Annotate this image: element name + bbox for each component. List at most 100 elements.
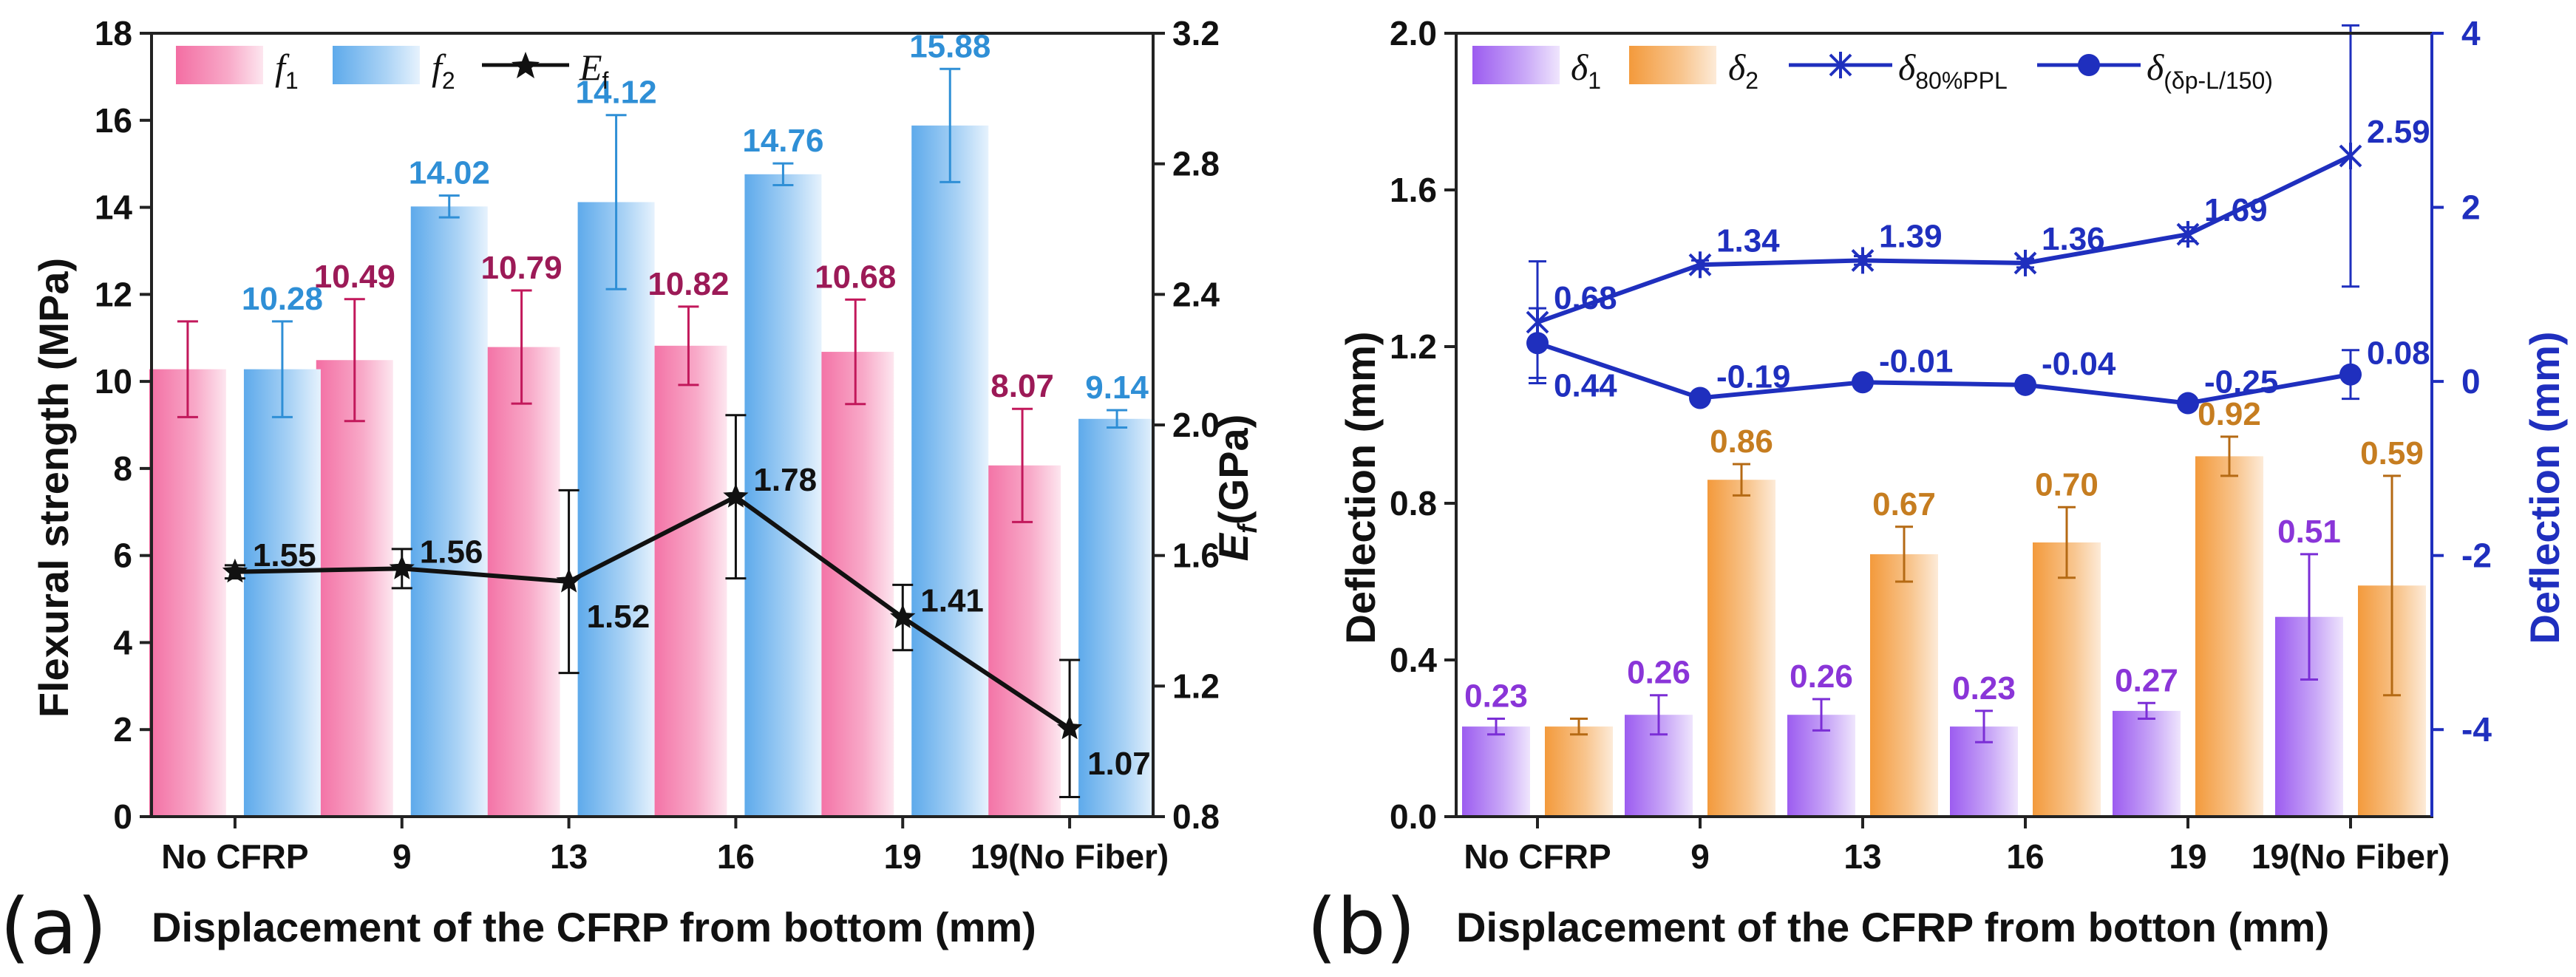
y-tick-label: 10 bbox=[95, 362, 132, 401]
asterisk-marker-2 bbox=[1851, 247, 1875, 274]
legend-f1-label: f1 bbox=[275, 47, 299, 94]
value-label-80ppl-2: 1.39 bbox=[1879, 218, 1943, 254]
ef-star-marker-0 bbox=[222, 558, 248, 583]
legend-f1-swatch bbox=[176, 46, 263, 84]
y-tick-label: 1.2 bbox=[1390, 327, 1437, 366]
value-label-f1-3: 10.82 bbox=[648, 266, 729, 302]
y-tick-label: 18 bbox=[95, 14, 132, 52]
value-label-delta2-3: 0.70 bbox=[2035, 466, 2098, 503]
y-tick-label: 0.0 bbox=[1390, 797, 1437, 836]
panel-a-bars bbox=[149, 67, 1156, 817]
x-tick-label: 13 bbox=[550, 837, 588, 876]
ef-star-marker-4 bbox=[890, 604, 916, 629]
x-tick-label: 9 bbox=[1690, 837, 1710, 876]
y2-tick-label: 0 bbox=[2461, 362, 2481, 401]
y2-tick-label: 3.2 bbox=[1172, 14, 1220, 52]
panel-b-x-title: Displacement of the CFRP from botton (mm… bbox=[1456, 904, 2329, 950]
value-label-f2-4: 15.88 bbox=[909, 28, 990, 64]
legend-ef-star-icon bbox=[512, 52, 540, 78]
value-label-80ppl-3: 1.36 bbox=[2042, 221, 2105, 257]
panel-a-y-title: Flexural strength (MPa) bbox=[30, 258, 77, 718]
value-label-delta2-2: 0.67 bbox=[1872, 486, 1936, 522]
ef-value-label-2: 1.52 bbox=[587, 599, 650, 635]
bar-f1-0 bbox=[149, 369, 226, 817]
bar-delta1-2 bbox=[1787, 715, 1855, 817]
bar-delta2-1 bbox=[1707, 480, 1775, 817]
panel-b-legend: δ1 δ2 δ80%PPL δ(δp-L/150) bbox=[1472, 46, 2273, 94]
legend-d1-swatch bbox=[1472, 46, 1560, 84]
x-tick-label: 19 bbox=[884, 837, 922, 876]
panel-b-axes: 0.0 0.4 0.8 1.2 1.6 2.0 -4 -2 0 2 4 No CFRP 9 13 16 19 1… bbox=[1390, 14, 2492, 876]
bar-delta2-4 bbox=[2195, 456, 2263, 817]
x-tick-label: No CFRP bbox=[161, 837, 308, 876]
panel-a-axes: 0 2 4 6 8 10 12 14 16 18 0.8 1.2 1.6 2.0 2.4 2.8 3.2 No C… bbox=[95, 14, 1220, 876]
y-tick-label: 2 bbox=[113, 710, 132, 749]
legend-d2-swatch bbox=[1629, 46, 1716, 84]
line-delta-80ppl bbox=[1537, 154, 2352, 324]
panel-a-legend: f1 f2 Ef bbox=[176, 46, 609, 94]
legend-d80-asterisk-icon bbox=[1829, 52, 1852, 78]
y-tick-label: 14 bbox=[95, 188, 133, 227]
value-label-f1-1: 10.49 bbox=[314, 259, 395, 295]
ef-value-label-5: 1.07 bbox=[1087, 746, 1151, 782]
y2-tick-label: 2 bbox=[2461, 188, 2481, 227]
value-label-delta1-0: 0.23 bbox=[1464, 678, 1528, 715]
line-delta-dp bbox=[1537, 341, 2351, 406]
y-tick-label: 2.0 bbox=[1390, 14, 1437, 52]
bar-delta1-4 bbox=[2113, 710, 2181, 817]
y-tick-label: 4 bbox=[113, 623, 132, 661]
circle-marker-0 bbox=[1526, 332, 1549, 355]
bar-delta2-0 bbox=[1545, 726, 1613, 817]
y-tick-label: 16 bbox=[95, 101, 132, 140]
circle-marker-3 bbox=[2014, 373, 2036, 396]
x-tick-label: 16 bbox=[2006, 837, 2044, 876]
value-label-f2-1: 14.02 bbox=[409, 155, 490, 191]
legend-dp-label: δ(δp-L/150) bbox=[2147, 47, 2273, 94]
y2-tick-label: 1.2 bbox=[1172, 667, 1220, 705]
panel-b-y-title: Deflection (mm) bbox=[1337, 331, 1384, 644]
legend-d1-label: δ1 bbox=[1571, 47, 1601, 94]
y2-tick-label: 2.4 bbox=[1172, 275, 1220, 313]
panel-a-value-labels: 10.49 10.79 10.82 10.68 8.07 10.28 14.02 14.12 1… bbox=[242, 28, 1151, 781]
x-tick-label: 19(No Fiber) bbox=[2252, 837, 2450, 876]
value-label-f2-2: 14.12 bbox=[576, 75, 657, 111]
value-label-f2-0: 10.28 bbox=[242, 281, 323, 317]
panel-a-ef-line bbox=[222, 414, 1083, 798]
ef-star-marker-3 bbox=[723, 483, 749, 508]
bar-f2-3 bbox=[744, 174, 822, 817]
ef-value-label-1: 1.56 bbox=[420, 534, 483, 570]
x-tick-label: 13 bbox=[1843, 837, 1881, 876]
value-label-delta2-4: 0.92 bbox=[2198, 396, 2261, 432]
value-label-dp-5: 0.08 bbox=[2367, 336, 2430, 372]
value-label-dp-2: -0.01 bbox=[1879, 343, 1953, 379]
ef-star-marker-5 bbox=[1057, 715, 1083, 740]
bar-f1-5 bbox=[984, 465, 1061, 817]
legend-f2-swatch bbox=[333, 46, 420, 84]
value-label-f2-5: 9.14 bbox=[1085, 370, 1149, 406]
x-tick-label: No CFRP bbox=[1464, 837, 1611, 876]
value-label-dp-0: 0.44 bbox=[1554, 367, 1617, 404]
panel-b-deflection-lines bbox=[1526, 24, 2362, 415]
y-tick-label: 8 bbox=[113, 449, 132, 488]
x-tick-label: 19(No Fiber) bbox=[971, 837, 1169, 876]
y2-tick-label: 2.8 bbox=[1172, 145, 1220, 183]
y-tick-label: 0.8 bbox=[1390, 484, 1437, 522]
panel-b-chart: 0.0 0.4 0.8 1.2 1.6 2.0 -4 -2 0 2 4 No CFRP 9 13 16 19 1… bbox=[1307, 14, 2568, 972]
y-tick-label: 1.6 bbox=[1390, 171, 1437, 209]
value-label-dp-1: -0.19 bbox=[1716, 358, 1790, 395]
panel-a-x-title: Displacement of the CFRP from bottom (mm… bbox=[152, 904, 1036, 950]
x-tick-label: 19 bbox=[2169, 837, 2206, 876]
panel-b-bars bbox=[1462, 435, 2426, 817]
ef-line bbox=[234, 494, 1071, 731]
bar-f2-5 bbox=[1078, 418, 1156, 817]
y2-tick-label: 0.8 bbox=[1172, 797, 1220, 836]
value-label-delta1-3: 0.23 bbox=[1952, 670, 2016, 707]
ef-value-label-3: 1.78 bbox=[753, 462, 817, 498]
value-label-f1-2: 10.79 bbox=[481, 250, 563, 286]
asterisk-marker-4 bbox=[2176, 221, 2200, 248]
ef-star-marker-1 bbox=[389, 555, 415, 579]
ef-star-marker-2 bbox=[556, 568, 582, 593]
y2-tick-label: -2 bbox=[2461, 537, 2492, 575]
value-label-80ppl-0: 0.68 bbox=[1554, 280, 1617, 316]
